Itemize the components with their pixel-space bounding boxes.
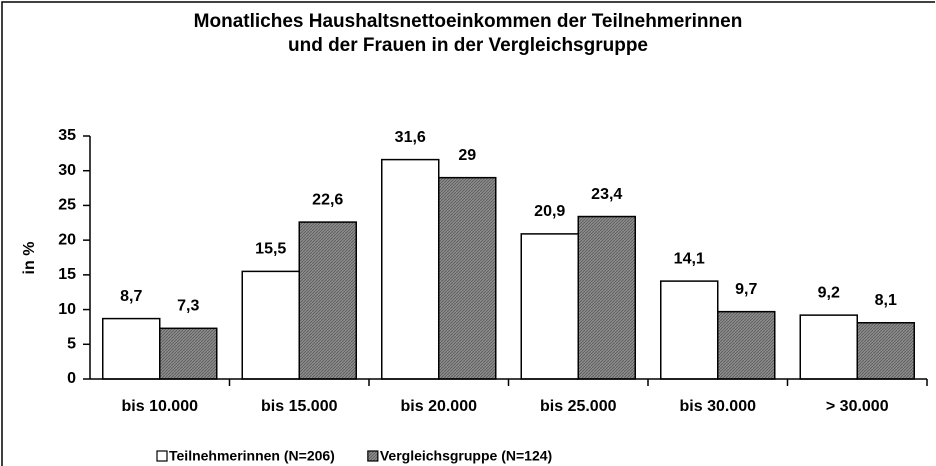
x-tick-label: bis 25.000 — [540, 398, 617, 415]
chart-title: und der Frauen in der Vergleichsgruppe — [288, 35, 648, 56]
value-label: 15,5 — [255, 241, 286, 258]
y-tick-label: 35 — [58, 127, 76, 144]
value-label: 7,3 — [177, 298, 199, 315]
legend-label: Vergleichsgruppe (N=124) — [380, 448, 552, 464]
value-label: 23,4 — [591, 186, 622, 203]
bar — [102, 317, 161, 380]
y-tick-label: 5 — [67, 336, 76, 353]
x-tick-label: bis 10.000 — [122, 398, 199, 415]
bar — [381, 158, 440, 380]
bar — [717, 310, 776, 380]
x-tick-label: bis 20.000 — [401, 398, 478, 415]
y-tick-label: 15 — [58, 266, 76, 283]
bar — [660, 280, 719, 380]
value-label: 20,9 — [534, 203, 565, 220]
x-tick-label: > 30.000 — [826, 398, 889, 415]
value-label: 14,1 — [674, 250, 705, 267]
legend-marker — [156, 450, 168, 462]
chart-title: Monatliches Haushaltsnettoeinkommen der … — [194, 11, 743, 32]
legend-label: Teilnehmerinnen (N=206) — [169, 448, 335, 464]
value-label: 8,1 — [875, 292, 897, 309]
y-tick-label: 0 — [67, 370, 76, 387]
y-tick-label: 30 — [58, 162, 76, 179]
value-label: 22,6 — [312, 191, 343, 208]
bar — [241, 270, 300, 380]
value-label: 29 — [458, 147, 476, 164]
bar — [577, 215, 636, 380]
value-label: 9,2 — [818, 284, 840, 301]
value-label: 9,7 — [735, 281, 757, 298]
legend-marker — [367, 450, 379, 462]
y-tick-label: 20 — [58, 231, 76, 248]
y-axis-label: in % — [21, 242, 38, 275]
bar — [856, 322, 915, 380]
value-label: 31,6 — [395, 129, 426, 146]
bar — [159, 327, 218, 380]
x-tick-label: bis 15.000 — [261, 398, 338, 415]
value-label: 8,7 — [120, 288, 142, 305]
y-tick-label: 10 — [58, 301, 76, 318]
bar — [438, 176, 497, 380]
bar — [298, 221, 357, 380]
x-tick-label: bis 30.000 — [680, 398, 757, 415]
y-tick-label: 25 — [58, 197, 76, 214]
bar — [799, 314, 858, 380]
bar — [520, 233, 579, 380]
